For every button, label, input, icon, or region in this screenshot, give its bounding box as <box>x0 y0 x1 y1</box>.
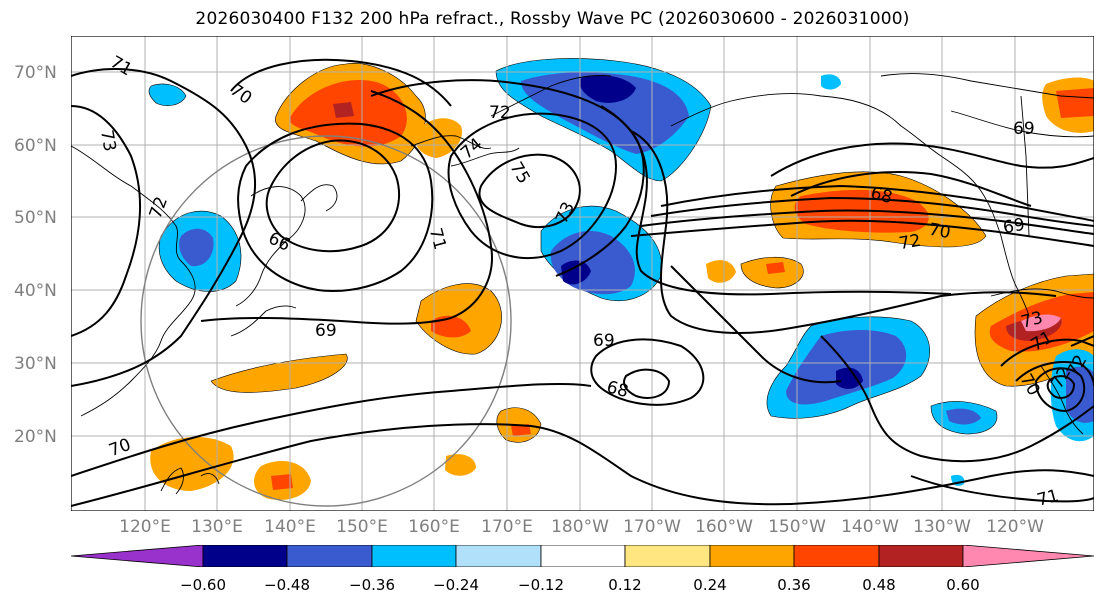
colorbar-segment <box>455 545 542 567</box>
contour-label: 72 <box>898 231 923 254</box>
map-panel: 71 70 73 72 74 75 72 73 71 66 69 69 68 6… <box>71 36 1094 511</box>
contour-label: 69 <box>1002 215 1027 238</box>
colorbar-tick-label: −0.60 <box>180 576 226 594</box>
colorbar-segment <box>793 545 880 567</box>
colorbar-segment <box>962 545 1094 567</box>
colorbar-segment <box>202 545 288 567</box>
colorbar-tick-label: 0.36 <box>777 576 811 594</box>
colorbar-tick-label: −0.12 <box>518 576 564 594</box>
lon-label-160w: 160°W <box>695 517 753 537</box>
lat-label-30n: 30°N <box>14 354 57 374</box>
lon-label-170e: 170°E <box>481 517 533 537</box>
height-contours <box>71 58 1094 507</box>
colorbar-segment <box>540 545 626 567</box>
contour-label: 69 <box>593 331 615 351</box>
lon-label-120e: 120°E <box>119 517 171 537</box>
colorbar-tick-label: 0.48 <box>862 576 896 594</box>
contour-label: 69 <box>315 321 337 341</box>
contour-label: 73 <box>96 128 119 153</box>
lat-label-40n: 40°N <box>14 281 57 301</box>
colorbar-tick-label: −0.48 <box>264 576 310 594</box>
colorbar-tick-label: 0.24 <box>693 576 727 594</box>
lon-label-130w: 130°W <box>913 517 971 537</box>
colorbar-tick-label: 0.60 <box>946 576 980 594</box>
contour-label: 72 <box>489 103 511 123</box>
lat-label-70n: 70°N <box>14 63 57 83</box>
lon-label-140e: 140°E <box>264 517 316 537</box>
contour-label: 70 <box>927 220 952 243</box>
lon-label-150e: 150°E <box>336 517 388 537</box>
colorbar-tick-label: −0.36 <box>349 576 395 594</box>
contour-label: 69 <box>1013 119 1035 139</box>
map-title: 2026030400 F132 200 hPa refract., Rossby… <box>195 9 910 29</box>
lon-label-170w: 170°W <box>623 517 681 537</box>
colorbar-tick-label: 0.12 <box>608 576 642 594</box>
colorbar-segment <box>371 545 457 567</box>
coastlines <box>71 73 1094 495</box>
lat-lon-grid <box>71 36 1094 511</box>
colorbar-segment <box>286 545 373 567</box>
colorbar-segment <box>878 545 964 567</box>
lon-label-150w: 150°W <box>768 517 826 537</box>
lon-label-140w: 140°W <box>841 517 899 537</box>
lon-label-120w: 120°W <box>986 517 1044 537</box>
lat-label-20n: 20°N <box>14 427 57 447</box>
lat-label-60n: 60°N <box>14 136 57 156</box>
colorbar-segment <box>624 545 711 567</box>
colorbar-tick-label: −0.24 <box>433 576 479 594</box>
colorbar-segment <box>709 545 795 567</box>
lat-label-50n: 50°N <box>14 208 57 228</box>
lon-label-130e: 130°E <box>191 517 243 537</box>
colorbar <box>71 545 1094 567</box>
lon-label-180w: 180°W <box>551 517 609 537</box>
lon-label-160e: 160°E <box>408 517 460 537</box>
radius-circle <box>140 135 512 507</box>
colorbar-segment <box>71 545 204 567</box>
